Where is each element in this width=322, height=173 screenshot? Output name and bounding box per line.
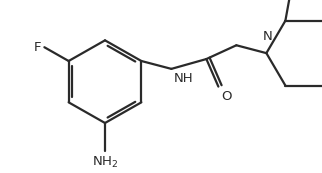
Text: O: O [221,90,232,103]
Text: NH$_2$: NH$_2$ [92,154,118,170]
Text: N: N [262,30,272,43]
Text: F: F [34,41,42,54]
Text: NH: NH [173,72,193,85]
